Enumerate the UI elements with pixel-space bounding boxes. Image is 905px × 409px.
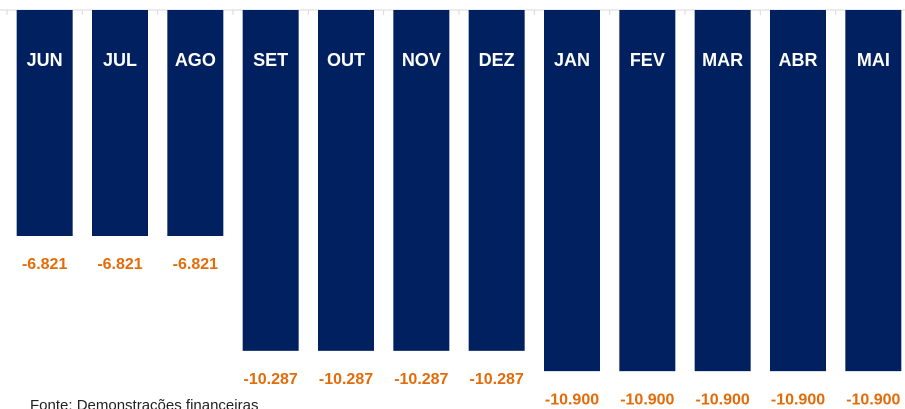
category-label: DEZ — [479, 50, 515, 70]
category-label: MAI — [857, 50, 890, 70]
category-label: OUT — [327, 50, 365, 70]
category-label: FEV — [630, 50, 665, 70]
data-label: -6.821 — [173, 256, 218, 273]
bar — [16, 10, 73, 237]
category-label: NOV — [402, 50, 441, 70]
data-label: -10.287 — [244, 371, 298, 388]
bar — [770, 10, 826, 372]
bar — [167, 10, 224, 237]
category-label: ABR — [779, 50, 818, 70]
source-note: Fonte: Demonstrações financeiras — [30, 397, 258, 409]
category-label: MAR — [702, 50, 743, 70]
bar — [242, 10, 299, 351]
bar — [468, 10, 525, 351]
data-label: -10.287 — [470, 371, 524, 388]
data-label: -10.287 — [319, 371, 373, 388]
bar — [544, 10, 600, 372]
category-label: AGO — [175, 50, 216, 70]
bar — [619, 10, 676, 372]
category-label: SET — [253, 50, 288, 70]
data-label: -10.287 — [394, 371, 448, 388]
data-label: -6.821 — [97, 256, 142, 273]
bar — [92, 10, 148, 237]
bar — [694, 10, 751, 372]
data-label: -10.900 — [771, 391, 825, 408]
bar — [845, 10, 902, 372]
bar — [318, 10, 374, 351]
bar — [393, 10, 450, 351]
data-label: -10.900 — [545, 391, 599, 408]
category-label: JAN — [554, 50, 590, 70]
data-label: -10.900 — [620, 391, 674, 408]
category-label: JUN — [27, 50, 63, 70]
data-label: -10.900 — [696, 391, 750, 408]
data-label: -6.821 — [22, 256, 67, 273]
category-label: JUL — [103, 50, 137, 70]
data-label: -10.900 — [846, 391, 900, 408]
